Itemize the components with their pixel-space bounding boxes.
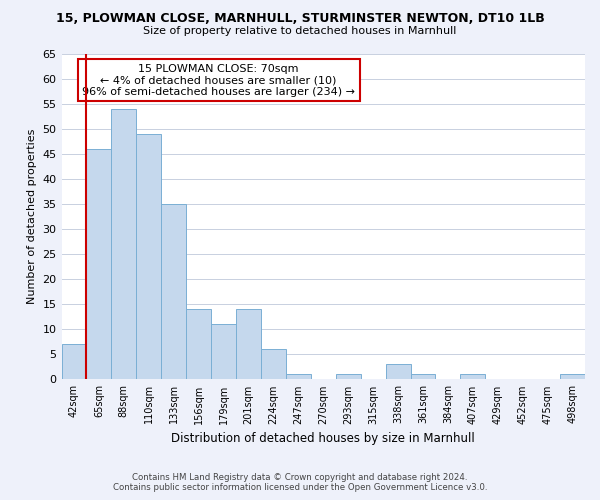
Bar	[112, 109, 136, 380]
Text: 15, PLOWMAN CLOSE, MARNHULL, STURMINSTER NEWTON, DT10 1LB: 15, PLOWMAN CLOSE, MARNHULL, STURMINSTER…	[56, 12, 544, 26]
Bar	[386, 364, 410, 380]
Bar	[261, 350, 286, 380]
Bar	[410, 374, 436, 380]
Bar	[236, 310, 261, 380]
Bar	[136, 134, 161, 380]
Bar	[211, 324, 236, 380]
Text: Contains HM Land Registry data © Crown copyright and database right 2024.
Contai: Contains HM Land Registry data © Crown c…	[113, 473, 487, 492]
Bar	[286, 374, 311, 380]
Bar	[161, 204, 186, 380]
Text: 15 PLOWMAN CLOSE: 70sqm
← 4% of detached houses are smaller (10)
96% of semi-det: 15 PLOWMAN CLOSE: 70sqm ← 4% of detached…	[82, 64, 355, 97]
Bar	[336, 374, 361, 380]
Bar	[86, 149, 112, 380]
Text: Size of property relative to detached houses in Marnhull: Size of property relative to detached ho…	[143, 26, 457, 36]
Bar	[460, 374, 485, 380]
Y-axis label: Number of detached properties: Number of detached properties	[27, 129, 37, 304]
X-axis label: Distribution of detached houses by size in Marnhull: Distribution of detached houses by size …	[172, 432, 475, 445]
Bar	[62, 344, 86, 380]
Bar	[186, 310, 211, 380]
Bar	[560, 374, 585, 380]
